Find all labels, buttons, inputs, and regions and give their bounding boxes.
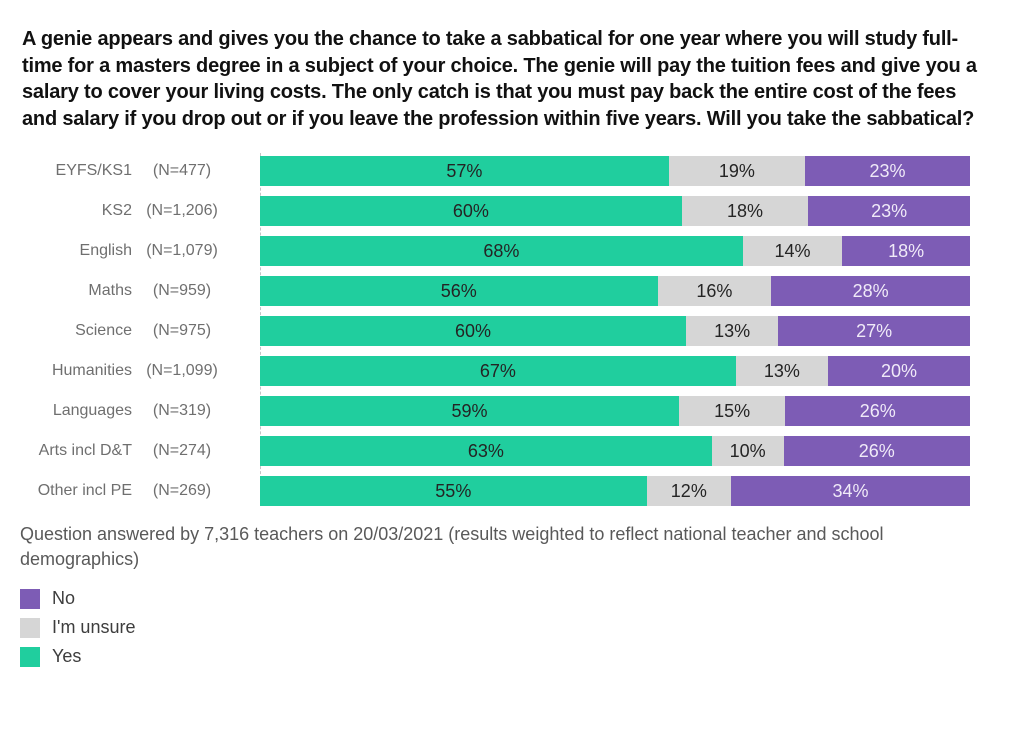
stacked-bar: 68% 14% 18%: [260, 236, 970, 267]
category-label: Maths: [88, 282, 132, 300]
sample-size-label: (N=975): [152, 322, 212, 340]
bar-segment-yes: 57%: [260, 156, 669, 187]
category-label: English: [79, 242, 132, 260]
stacked-bar: 56% 16% 28%: [260, 276, 970, 307]
stacked-bar: 60% 13% 27%: [260, 316, 970, 347]
chart-row: Science (N=975) 60% 13% 27%: [0, 316, 970, 347]
chart-row: EYFS/KS1 (N=477) 57% 19% 23%: [0, 156, 970, 187]
footnote: Question answered by 7,316 teachers on 2…: [20, 524, 884, 569]
legend-label: No: [52, 588, 76, 609]
legend-item-no: No: [20, 588, 1024, 609]
row-labels: Maths (N=959): [0, 282, 232, 300]
bar-segment-no: 20%: [828, 356, 970, 387]
legend-label: I'm unsure: [52, 617, 136, 638]
stacked-bar: 55% 12% 34%: [260, 476, 971, 507]
bar-segment-no: 26%: [783, 436, 970, 467]
chart-row: Languages (N=319) 59% 15% 26%: [0, 396, 970, 427]
bar-segment-no: 34%: [731, 476, 971, 507]
row-labels: English (N=1,079): [0, 242, 232, 260]
bar-segment-no: 27%: [778, 316, 970, 347]
bar-segment-i-m-unsure: 13%: [735, 356, 828, 387]
category-label: Other incl PE: [37, 482, 132, 500]
bar-segment-i-m-unsure: 15%: [678, 396, 786, 427]
stacked-bar: 60% 18% 23%: [260, 196, 970, 227]
row-labels: Humanities (N=1,099): [0, 362, 232, 380]
bar-segment-i-m-unsure: 16%: [657, 276, 772, 307]
row-labels: Other incl PE (N=269): [0, 482, 232, 500]
chart-row: English (N=1,079) 68% 14% 18%: [0, 236, 970, 267]
legend-label: Yes: [52, 646, 82, 667]
row-labels: Science (N=975): [0, 322, 232, 340]
legend: No I'm unsure Yes: [20, 588, 1024, 667]
bar-segment-i-m-unsure: 19%: [668, 156, 806, 187]
category-label: KS2: [101, 202, 132, 220]
bar-segment-yes: 68%: [260, 236, 743, 267]
bar-segment-i-m-unsure: 12%: [646, 476, 731, 507]
sample-size-label: (N=1,079): [146, 242, 218, 260]
sample-size-label: (N=1,206): [146, 202, 218, 220]
bar-segment-no: 28%: [771, 276, 970, 307]
legend-swatch-no: [20, 588, 40, 609]
bar-segment-no: 18%: [842, 236, 970, 267]
stacked-bar-chart: EYFS/KS1 (N=477) 57% 19% 23% KS2 (N=1,206)…: [0, 153, 971, 507]
sample-size-label: (N=959): [152, 282, 212, 300]
bar-segment-yes: 56%: [260, 276, 658, 307]
chart-rows: EYFS/KS1 (N=477) 57% 19% 23% KS2 (N=1,206)…: [0, 156, 971, 507]
bar-segment-yes: 55%: [260, 476, 647, 507]
question-title: A genie appears and gives you the chance…: [22, 28, 977, 130]
bar-segment-yes: 60%: [260, 196, 682, 227]
chart-row: Maths (N=959) 56% 16% 28%: [0, 276, 970, 307]
stacked-bar: 59% 15% 26%: [260, 396, 970, 427]
legend-swatch-yes: [20, 646, 40, 667]
chart-row: KS2 (N=1,206) 60% 18% 23%: [0, 196, 970, 227]
bar-segment-no: 26%: [785, 396, 970, 427]
stacked-bar: 63% 10% 26%: [260, 436, 970, 467]
category-label: EYFS/KS1: [55, 162, 132, 180]
bar-segment-i-m-unsure: 18%: [681, 196, 809, 227]
row-labels: Languages (N=319): [0, 402, 232, 420]
category-label: Languages: [52, 402, 132, 420]
sample-size-label: (N=319): [152, 402, 212, 420]
bar-segment-no: 23%: [805, 156, 970, 187]
chart-row: Arts incl D&T (N=274) 63% 10% 26%: [0, 436, 970, 467]
category-label: Arts incl D&T: [38, 442, 132, 460]
row-labels: KS2 (N=1,206): [0, 202, 232, 220]
row-labels: Arts incl D&T (N=274): [0, 442, 232, 460]
legend-item-i-m-unsure: I'm unsure: [20, 617, 1024, 638]
stacked-bar: 67% 13% 20%: [260, 356, 970, 387]
category-label: Humanities: [51, 362, 132, 380]
sample-size-label: (N=1,099): [146, 362, 218, 380]
bar-segment-yes: 67%: [260, 356, 736, 387]
bar-segment-i-m-unsure: 14%: [742, 236, 843, 267]
bar-segment-i-m-unsure: 10%: [711, 436, 784, 467]
bar-segment-yes: 63%: [260, 436, 712, 467]
bar-segment-yes: 59%: [260, 396, 679, 427]
bar-segment-no: 23%: [808, 196, 970, 227]
sample-size-label: (N=477): [152, 162, 212, 180]
legend-swatch-i-m-unsure: [20, 617, 40, 638]
row-labels: EYFS/KS1 (N=477): [0, 162, 232, 180]
legend-item-yes: Yes: [20, 646, 1024, 667]
chart-row: Other incl PE (N=269) 55% 12% 34%: [0, 476, 971, 507]
chart-row: Humanities (N=1,099) 67% 13% 20%: [0, 356, 970, 387]
category-label: Science: [75, 322, 132, 340]
sample-size-label: (N=269): [152, 482, 212, 500]
sample-size-label: (N=274): [152, 442, 212, 460]
bar-segment-yes: 60%: [260, 316, 686, 347]
bar-segment-i-m-unsure: 13%: [686, 316, 779, 347]
stacked-bar: 57% 19% 23%: [260, 156, 970, 187]
